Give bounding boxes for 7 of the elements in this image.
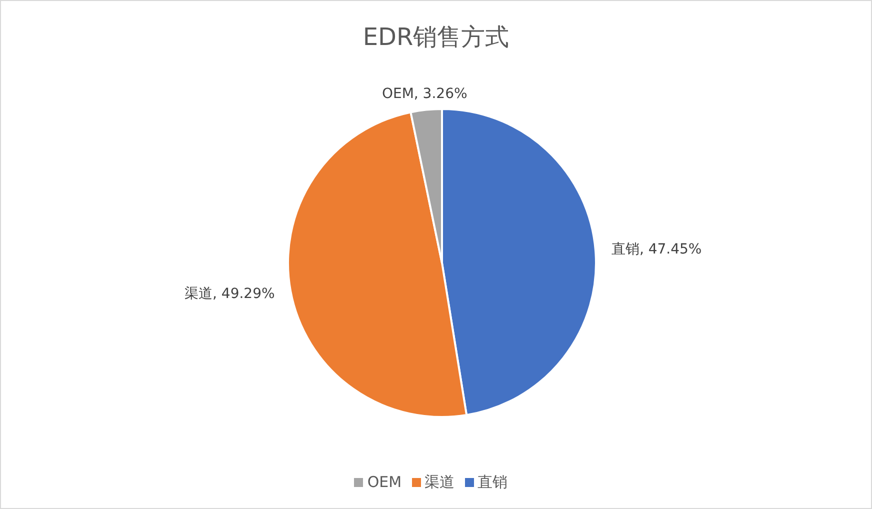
data-label: 渠道, 49.29% [184,286,275,302]
data-label: 直销, 47.45% [611,241,702,258]
legend-label: 渠道 [424,473,455,491]
legend-label: 直销 [478,473,508,491]
legend-label: OEM [367,473,402,491]
chart-title: EDR销售方式 [362,22,510,53]
data-label: OEM, 3.26% [382,86,468,102]
